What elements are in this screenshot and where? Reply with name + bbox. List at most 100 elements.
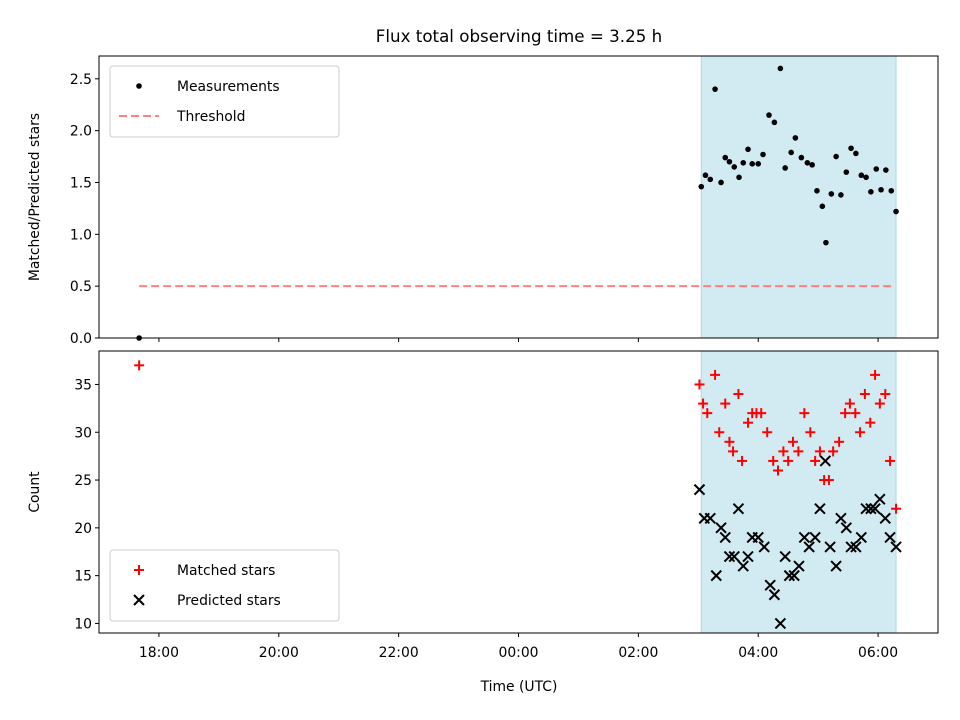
data-point — [819, 203, 826, 210]
y-tick-label: 15 — [74, 569, 92, 585]
data-point — [788, 569, 800, 582]
data-point — [720, 398, 731, 409]
data-point — [737, 455, 748, 466]
data-point — [742, 550, 754, 563]
data-point — [879, 512, 891, 524]
data-point — [693, 483, 706, 496]
y-tick-label: 2.5 — [70, 72, 92, 88]
legend-box — [109, 549, 340, 622]
data-point — [868, 189, 874, 195]
data-point — [782, 165, 788, 171]
y-axis-label: Matched/Predicted stars — [27, 113, 43, 281]
data-point — [874, 398, 885, 409]
data-point — [788, 149, 794, 156]
data-point — [874, 493, 886, 505]
data-point — [803, 541, 815, 553]
data-point — [755, 161, 762, 167]
data-point — [768, 589, 781, 601]
series-predicted-stars — [693, 455, 902, 630]
data-point — [136, 83, 142, 89]
x-tick-label: 22:00 — [379, 645, 419, 661]
data-point — [724, 436, 735, 447]
data-point — [710, 569, 722, 582]
data-point — [890, 541, 902, 553]
data-point — [793, 446, 804, 457]
data-point — [805, 427, 816, 438]
data-point — [855, 531, 867, 544]
data-point — [728, 550, 740, 563]
data-point — [778, 446, 789, 457]
data-point — [723, 550, 736, 563]
y-tick-label: 1.5 — [70, 175, 92, 191]
data-point — [828, 191, 835, 197]
y-tick-label: 2.0 — [70, 124, 92, 140]
data-point — [787, 436, 798, 447]
chart-title: Flux total observing time = 3.25 h — [376, 26, 662, 46]
data-point — [702, 172, 709, 179]
legend-label: Predicted stars — [177, 593, 281, 609]
data-point — [799, 408, 810, 419]
legend: Matched stars Predicted stars — [109, 549, 340, 622]
data-point — [792, 135, 799, 141]
y-tick-label: 0.0 — [70, 331, 92, 347]
data-point — [843, 169, 850, 175]
data-point — [777, 65, 784, 72]
observing-span — [700, 55, 897, 339]
data-point — [728, 446, 739, 457]
data-point — [719, 531, 731, 544]
data-point — [860, 503, 872, 515]
data-point — [873, 166, 880, 172]
data-point — [793, 560, 805, 572]
y-tick-label: 35 — [74, 377, 92, 393]
data-point — [838, 192, 844, 198]
data-point — [758, 541, 770, 553]
data-point — [824, 541, 836, 553]
data-point — [732, 503, 745, 515]
data-point — [134, 360, 145, 371]
y-tick-label: 30 — [74, 425, 92, 441]
data-point — [845, 541, 857, 553]
count-panel: 10 15 20 25 30 35 Count 18:00 20:00 22:00 00:00 02:… — [27, 350, 939, 661]
legend: Measurements Threshold — [109, 65, 340, 138]
data-point — [893, 208, 899, 215]
data-point — [726, 158, 733, 165]
data-point — [771, 119, 778, 126]
x-axis-label: Time (UTC) — [480, 679, 558, 695]
data-point — [891, 503, 902, 514]
data-point — [885, 455, 896, 466]
data-point — [736, 174, 742, 181]
data-point — [779, 550, 791, 563]
x-tick-label: 20:00 — [259, 645, 299, 661]
y-tick-label: 0.5 — [70, 279, 92, 295]
data-point — [859, 389, 870, 400]
data-point — [733, 389, 744, 400]
x-tick-label: 04:00 — [738, 645, 778, 661]
data-point — [835, 512, 847, 524]
data-point — [698, 398, 709, 409]
data-point — [798, 531, 811, 544]
legend-label: Threshold — [176, 109, 245, 125]
data-point — [858, 172, 865, 179]
data-point — [762, 427, 773, 438]
data-point — [133, 594, 145, 606]
data-point — [814, 187, 820, 194]
data-point — [134, 565, 144, 575]
data-point — [731, 164, 738, 170]
data-point — [840, 408, 851, 419]
data-point — [756, 408, 767, 419]
data-point — [745, 146, 751, 153]
data-point — [878, 186, 884, 193]
series-measurements — [136, 65, 899, 341]
data-point — [783, 455, 794, 466]
data-point — [823, 475, 834, 486]
data-point — [850, 408, 861, 419]
data-point — [783, 569, 796, 582]
data-point — [814, 503, 826, 515]
data-point — [883, 167, 889, 173]
data-point — [707, 176, 714, 183]
legend-label: Matched stars — [177, 563, 275, 579]
data-point — [712, 86, 718, 92]
data-point — [850, 541, 862, 553]
data-point — [804, 159, 811, 166]
